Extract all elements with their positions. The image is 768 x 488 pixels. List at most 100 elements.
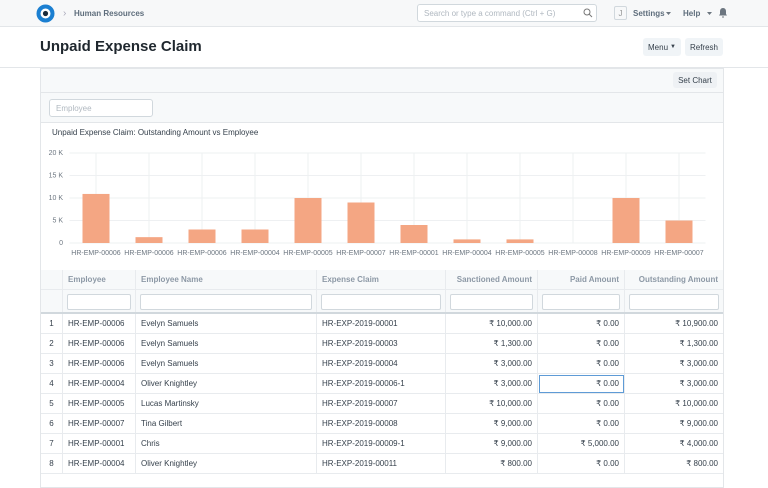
column-header[interactable]: Expense Claim	[317, 270, 446, 290]
column-header[interactable]: Outstanding Amount	[625, 270, 723, 290]
table-cell[interactable]: ₹ 3,000.00	[446, 354, 538, 374]
table-cell[interactable]: HR-EXP-2019-00006-1	[317, 374, 446, 394]
settings-menu[interactable]: Settings	[633, 9, 665, 18]
table-cell[interactable]: Chris	[136, 434, 317, 454]
column-header[interactable]: Employee Name	[136, 270, 317, 290]
table-cell[interactable]: ₹ 4,000.00	[625, 434, 723, 454]
filter-input[interactable]	[321, 294, 441, 310]
bar	[188, 229, 216, 243]
table-cell[interactable]: ₹ 3,000.00	[625, 354, 723, 374]
table-cell[interactable]: HR-EMP-00004	[63, 374, 136, 394]
x-tick-label: HR-EMP-00001	[389, 250, 439, 257]
table-cell[interactable]: ₹ 10,900.00	[625, 314, 723, 334]
table-cell[interactable]: ₹ 0.00	[538, 354, 625, 374]
table-cell[interactable]: ₹ 9,000.00	[446, 414, 538, 434]
breadcrumb[interactable]: Human Resources	[74, 9, 145, 18]
y-tick-label: 5 K	[52, 217, 63, 224]
table-cell[interactable]: Evelyn Samuels	[136, 354, 317, 374]
x-tick-label: HR-EMP-00007	[654, 250, 704, 257]
table-cell[interactable]: HR-EXP-2019-00001	[317, 314, 446, 334]
table-cell[interactable]: ₹ 9,000.00	[625, 414, 723, 434]
table-cell[interactable]: HR-EXP-2019-00003	[317, 334, 446, 354]
bar	[82, 193, 110, 243]
column-filter	[538, 290, 625, 313]
filter-input[interactable]	[629, 294, 719, 310]
table-cell[interactable]: ₹ 9,000.00	[446, 434, 538, 454]
search-placeholder: Search or type a command (Ctrl + G)	[424, 9, 556, 18]
column-header[interactable]: Employee	[63, 270, 136, 290]
notification-bell[interactable]	[718, 7, 728, 18]
table-cell[interactable]: ₹ 0.00	[538, 334, 625, 354]
table-cell[interactable]: HR-EMP-00006	[63, 354, 136, 374]
table-cell[interactable]: ₹ 3,000.00	[625, 374, 723, 394]
search-box[interactable]	[417, 4, 597, 22]
table-cell[interactable]: ₹ 10,000.00	[446, 394, 538, 414]
filter-input[interactable]	[140, 294, 312, 310]
table-cell[interactable]: Tina Gilbert	[136, 414, 317, 434]
divider	[0, 67, 768, 480]
bar	[241, 229, 269, 243]
refresh-button[interactable]: Refresh	[685, 38, 723, 56]
x-tick-label: HR-EMP-00006	[124, 250, 174, 257]
column-filter	[317, 290, 446, 313]
menu-button[interactable]: Menu ▼	[643, 38, 681, 56]
bar	[400, 225, 428, 243]
table-cell[interactable]: HR-EMP-00004	[63, 454, 136, 474]
table-cell[interactable]: ₹ 0.00	[538, 394, 625, 414]
filter-input[interactable]	[67, 294, 131, 310]
table-cell[interactable]: ₹ 0.00	[538, 314, 625, 334]
table-cell[interactable]: HR-EMP-00001	[63, 434, 136, 454]
filter-input[interactable]	[450, 294, 533, 310]
column-header[interactable]: Paid Amount	[538, 270, 625, 290]
table-cell[interactable]: ₹ 0.00	[538, 374, 625, 394]
table-cell[interactable]: HR-EMP-00005	[63, 394, 136, 414]
table-cell[interactable]: ₹ 5,000.00	[538, 434, 625, 454]
search-icon	[583, 8, 593, 18]
table-cell[interactable]: HR-EXP-2019-00008	[317, 414, 446, 434]
table-cell[interactable]: HR-EXP-2019-00004	[317, 354, 446, 374]
index-filter	[41, 290, 63, 313]
row-number: 1	[41, 314, 63, 334]
table-cell[interactable]: ₹ 800.00	[625, 454, 723, 474]
table-cell[interactable]: ₹ 0.00	[538, 414, 625, 434]
table-cell[interactable]: Evelyn Samuels	[136, 334, 317, 354]
table-cell[interactable]: Oliver Knightley	[136, 374, 317, 394]
x-tick-label: HR-EMP-00006	[177, 250, 227, 257]
logo[interactable]	[36, 4, 55, 23]
row-number: 8	[41, 454, 63, 474]
table-cell[interactable]: HR-EMP-00006	[63, 334, 136, 354]
table-cell[interactable]: ₹ 1,300.00	[625, 334, 723, 354]
table-cell[interactable]: ₹ 3,000.00	[446, 374, 538, 394]
set-chart-button[interactable]: Set Chart	[673, 72, 717, 88]
x-tick-label: HR-EMP-00007	[336, 250, 386, 257]
employee-filter[interactable]	[49, 99, 153, 117]
help-menu[interactable]: Help	[683, 9, 701, 18]
table-cell[interactable]: HR-EXP-2019-00009-1	[317, 434, 446, 454]
table-cell[interactable]: Oliver Knightley	[136, 454, 317, 474]
x-tick-label: HR-EMP-00005	[495, 250, 545, 257]
x-tick-label: HR-EMP-00008	[548, 250, 598, 257]
table-cell[interactable]: ₹ 10,000.00	[446, 314, 538, 334]
table-cell[interactable]: ₹ 1,300.00	[446, 334, 538, 354]
bar	[453, 239, 481, 243]
menu-label: Menu	[648, 42, 669, 52]
table-cell[interactable]: Evelyn Samuels	[136, 314, 317, 334]
table-cell[interactable]: HR-EXP-2019-00007	[317, 394, 446, 414]
table-cell[interactable]: ₹ 800.00	[446, 454, 538, 474]
toolbar	[41, 69, 723, 93]
table-cell[interactable]: HR-EXP-2019-00011	[317, 454, 446, 474]
table-cell[interactable]: ₹ 10,000.00	[625, 394, 723, 414]
avatar[interactable]: J	[614, 6, 627, 20]
y-tick-label: 20 K	[49, 150, 64, 157]
filter-input[interactable]	[542, 294, 620, 310]
column-header[interactable]: Sanctioned Amount	[446, 270, 538, 290]
filter-bar	[41, 93, 723, 123]
table-cell[interactable]: ₹ 0.00	[538, 454, 625, 474]
column-filter	[63, 290, 136, 313]
table-cell[interactable]: HR-EMP-00007	[63, 414, 136, 434]
table-cell[interactable]: Lucas Martinsky	[136, 394, 317, 414]
bar	[665, 220, 693, 243]
bar	[347, 202, 375, 243]
table-cell[interactable]: HR-EMP-00006	[63, 314, 136, 334]
